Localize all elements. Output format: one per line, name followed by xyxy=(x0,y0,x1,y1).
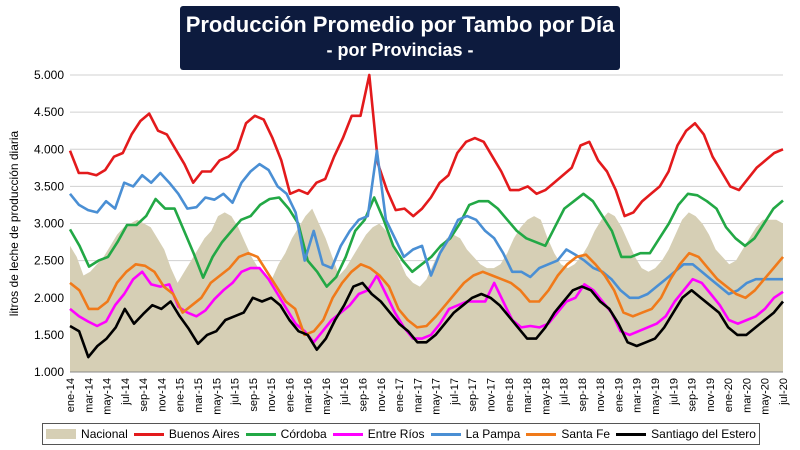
legend-swatch xyxy=(616,432,647,436)
legend-swatch xyxy=(332,432,363,436)
y-tick-label: 3.500 xyxy=(34,179,64,193)
x-tick-label: mar-16 xyxy=(303,378,315,413)
chart-title: Producción Promedio por Tambo por Día xyxy=(185,12,615,37)
x-tick-label: ene-18 xyxy=(504,378,516,412)
x-tick-label: sep-18 xyxy=(577,378,589,412)
legend-swatch xyxy=(430,432,461,436)
legend-swatch xyxy=(245,432,276,436)
chart-legend: Nacional Buenos Aires Córdoba Entre Ríos La … xyxy=(42,423,760,445)
y-tick-label: 2.000 xyxy=(34,291,64,305)
legend-label: La Pampa xyxy=(465,427,521,441)
x-tick-label: jul-18 xyxy=(559,378,571,406)
x-tick-label: nov-17 xyxy=(486,378,498,412)
x-tick-label: may-18 xyxy=(540,378,552,415)
x-tick-label: mar-14 xyxy=(83,378,95,413)
x-tick-label: ene-20 xyxy=(723,378,735,412)
chart-title-box: Producción Promedio por Tambo por Día - … xyxy=(180,6,620,70)
x-tick-label: mar-15 xyxy=(193,378,205,413)
x-tick-label: sep-15 xyxy=(248,378,260,412)
legend-swatch xyxy=(526,432,557,436)
x-tick-label: sep-19 xyxy=(687,378,699,412)
x-tick-label: mar-20 xyxy=(741,378,753,413)
legend-label: Córdoba xyxy=(280,427,327,441)
x-tick-label: jul-20 xyxy=(778,378,790,406)
legend-label: Entre Ríos xyxy=(367,427,425,441)
legend-item-la-pampa: La Pampa xyxy=(430,427,521,441)
x-tick-label: may-19 xyxy=(650,378,662,415)
x-tick-label: may-20 xyxy=(760,378,772,415)
legend-item-entre-rios: Entre Ríos xyxy=(332,427,425,441)
y-tick-label: 4.500 xyxy=(34,105,64,119)
legend-swatch xyxy=(133,432,164,436)
y-tick-label: 1.500 xyxy=(34,328,64,342)
x-tick-label: may-16 xyxy=(321,378,333,415)
legend-label: Santiago del Estero xyxy=(651,427,756,441)
x-tick-label: jul-17 xyxy=(449,378,461,406)
y-tick-label: 5.000 xyxy=(34,68,64,82)
x-tick-label: jul-15 xyxy=(230,378,242,406)
legend-label: Nacional xyxy=(81,427,128,441)
x-tick-label: nov-18 xyxy=(595,378,607,412)
x-tick-label: sep-14 xyxy=(138,378,150,412)
x-tick-label: nov-14 xyxy=(156,378,168,412)
x-tick-label: nov-16 xyxy=(376,378,388,412)
series-area-nacional xyxy=(70,208,783,372)
legend-swatch xyxy=(46,429,77,439)
legend-label: Santa Fe xyxy=(561,427,611,441)
x-tick-label: jul-19 xyxy=(668,378,680,406)
x-tick-label: ene-15 xyxy=(175,378,187,412)
x-tick-label: may-14 xyxy=(102,378,114,415)
series-line-buenos-aires xyxy=(68,73,784,218)
chart-subtitle: - por Provincias - xyxy=(326,40,474,60)
x-tick-label: ene-17 xyxy=(394,378,406,412)
series-line-la-pampa xyxy=(68,149,783,300)
x-tick-label: ene-14 xyxy=(65,378,77,412)
legend-label: Buenos Aires xyxy=(168,427,240,441)
y-tick-label: 1.000 xyxy=(34,365,64,379)
x-tick-label: mar-18 xyxy=(522,378,534,413)
x-tick-label: ene-16 xyxy=(284,378,296,412)
x-tick-label: ene-19 xyxy=(614,378,626,412)
x-tick-label: nov-15 xyxy=(266,378,278,412)
legend-item-buenos-aires: Buenos Aires xyxy=(133,427,240,441)
y-axis-label: litros de leche de producción diaria xyxy=(7,130,21,316)
series-line-santiago-del-estero xyxy=(69,281,785,359)
legend-item-santa-fe: Santa Fe xyxy=(526,427,610,441)
x-tick-label: may-15 xyxy=(211,378,223,415)
legend-item-nacional: Nacional xyxy=(46,427,128,441)
series-line-entre-rios xyxy=(69,266,784,344)
x-tick-label: mar-17 xyxy=(412,378,424,413)
y-tick-label: 4.000 xyxy=(34,142,64,156)
legend-item-santiago-del-estero: Santiago del Estero xyxy=(616,427,756,441)
x-tick-label: sep-17 xyxy=(467,378,479,412)
x-tick-label: nov-19 xyxy=(705,378,717,412)
x-tick-label: may-17 xyxy=(431,378,443,415)
y-tick-label: 2.500 xyxy=(34,254,64,268)
y-tick-label: 3.000 xyxy=(34,217,64,231)
series-line-santa-fe xyxy=(69,251,784,337)
x-tick-label: jul-14 xyxy=(120,378,132,406)
x-tick-label: jul-16 xyxy=(339,378,351,406)
x-tick-label: mar-19 xyxy=(632,378,644,413)
legend-item-cordoba: Córdoba xyxy=(245,427,327,441)
x-tick-label: sep-16 xyxy=(358,378,370,412)
